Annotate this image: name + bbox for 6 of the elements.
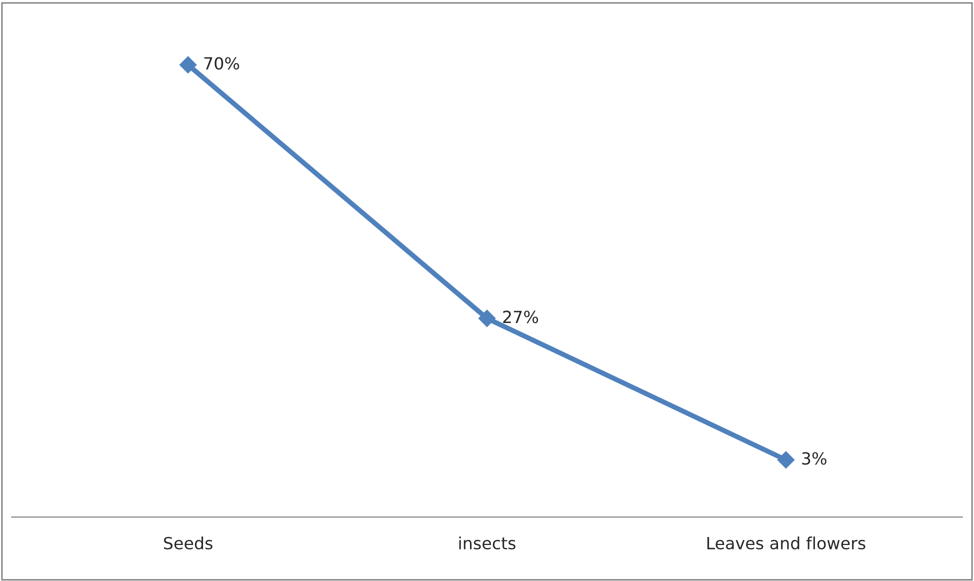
data-label: 70% <box>204 57 240 70</box>
data-label: 27% <box>503 310 538 324</box>
data-label: 3% <box>802 452 826 465</box>
x-tick-label: Seeds <box>164 536 212 550</box>
x-tick-label: Leaves and flowers <box>707 536 866 550</box>
x-tick-label: insects <box>459 536 516 550</box>
